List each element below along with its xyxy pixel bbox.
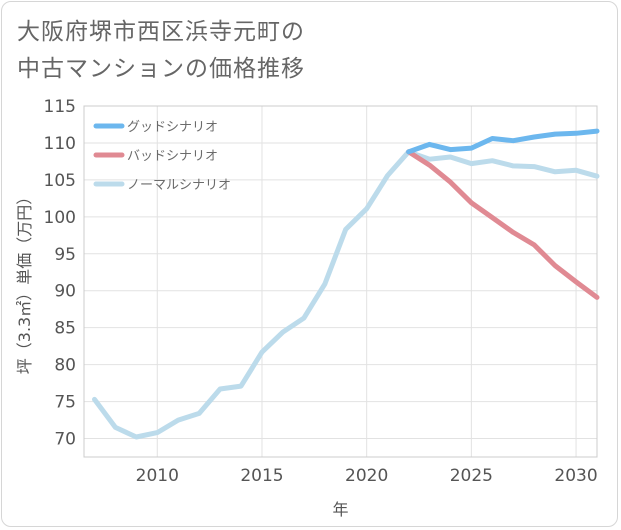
- legend-item-good-label: グッドシナリオ: [127, 120, 218, 135]
- y-tick-label: 100: [44, 208, 76, 228]
- chart-title: 大阪府堺市西区浜寺元町の 中古マンションの価格推移: [17, 14, 305, 88]
- legend-item-bad-label: バッドシナリオ: [127, 149, 218, 164]
- bad-scenario-line: [406, 149, 600, 300]
- x-axis-title: 年: [332, 500, 348, 519]
- y-tick-label: 75: [54, 393, 76, 413]
- y-axis-title: 坪（3.3㎡）単価（万円）: [15, 189, 34, 374]
- y-tick-label: 85: [54, 319, 76, 339]
- y-tick-label: 90: [54, 282, 76, 302]
- legend-item-normal-label: ノーマルシナリオ: [127, 178, 231, 193]
- good-scenario-line: [406, 128, 600, 155]
- x-tick-label: 2020: [345, 466, 388, 486]
- y-tick-label: 95: [54, 245, 76, 265]
- y-tick-label: 115: [44, 97, 76, 117]
- x-tick-label: 2010: [136, 466, 179, 486]
- y-tick-label: 80: [54, 356, 76, 376]
- normal-scenario-line: [92, 149, 600, 440]
- grid: [84, 105, 597, 457]
- title-line-2: 中古マンションの価格推移: [17, 56, 305, 82]
- y-tick-label: 70: [54, 430, 76, 450]
- x-tick-labels: 2010 2015 2020 2025 2030: [136, 466, 598, 486]
- x-tick-label: 2015: [240, 466, 283, 486]
- title-line-1: 大阪府堺市西区浜寺元町の: [17, 19, 305, 45]
- y-tick-label: 110: [44, 134, 76, 154]
- x-tick-label: 2025: [450, 466, 493, 486]
- y-tick-labels: 70 75 80 85 90 95 100 105 110 115: [44, 97, 76, 450]
- x-tick-label: 2030: [554, 466, 597, 486]
- series-lines: [92, 128, 600, 440]
- y-tick-label: 105: [44, 171, 76, 191]
- plot-border: [83, 105, 598, 458]
